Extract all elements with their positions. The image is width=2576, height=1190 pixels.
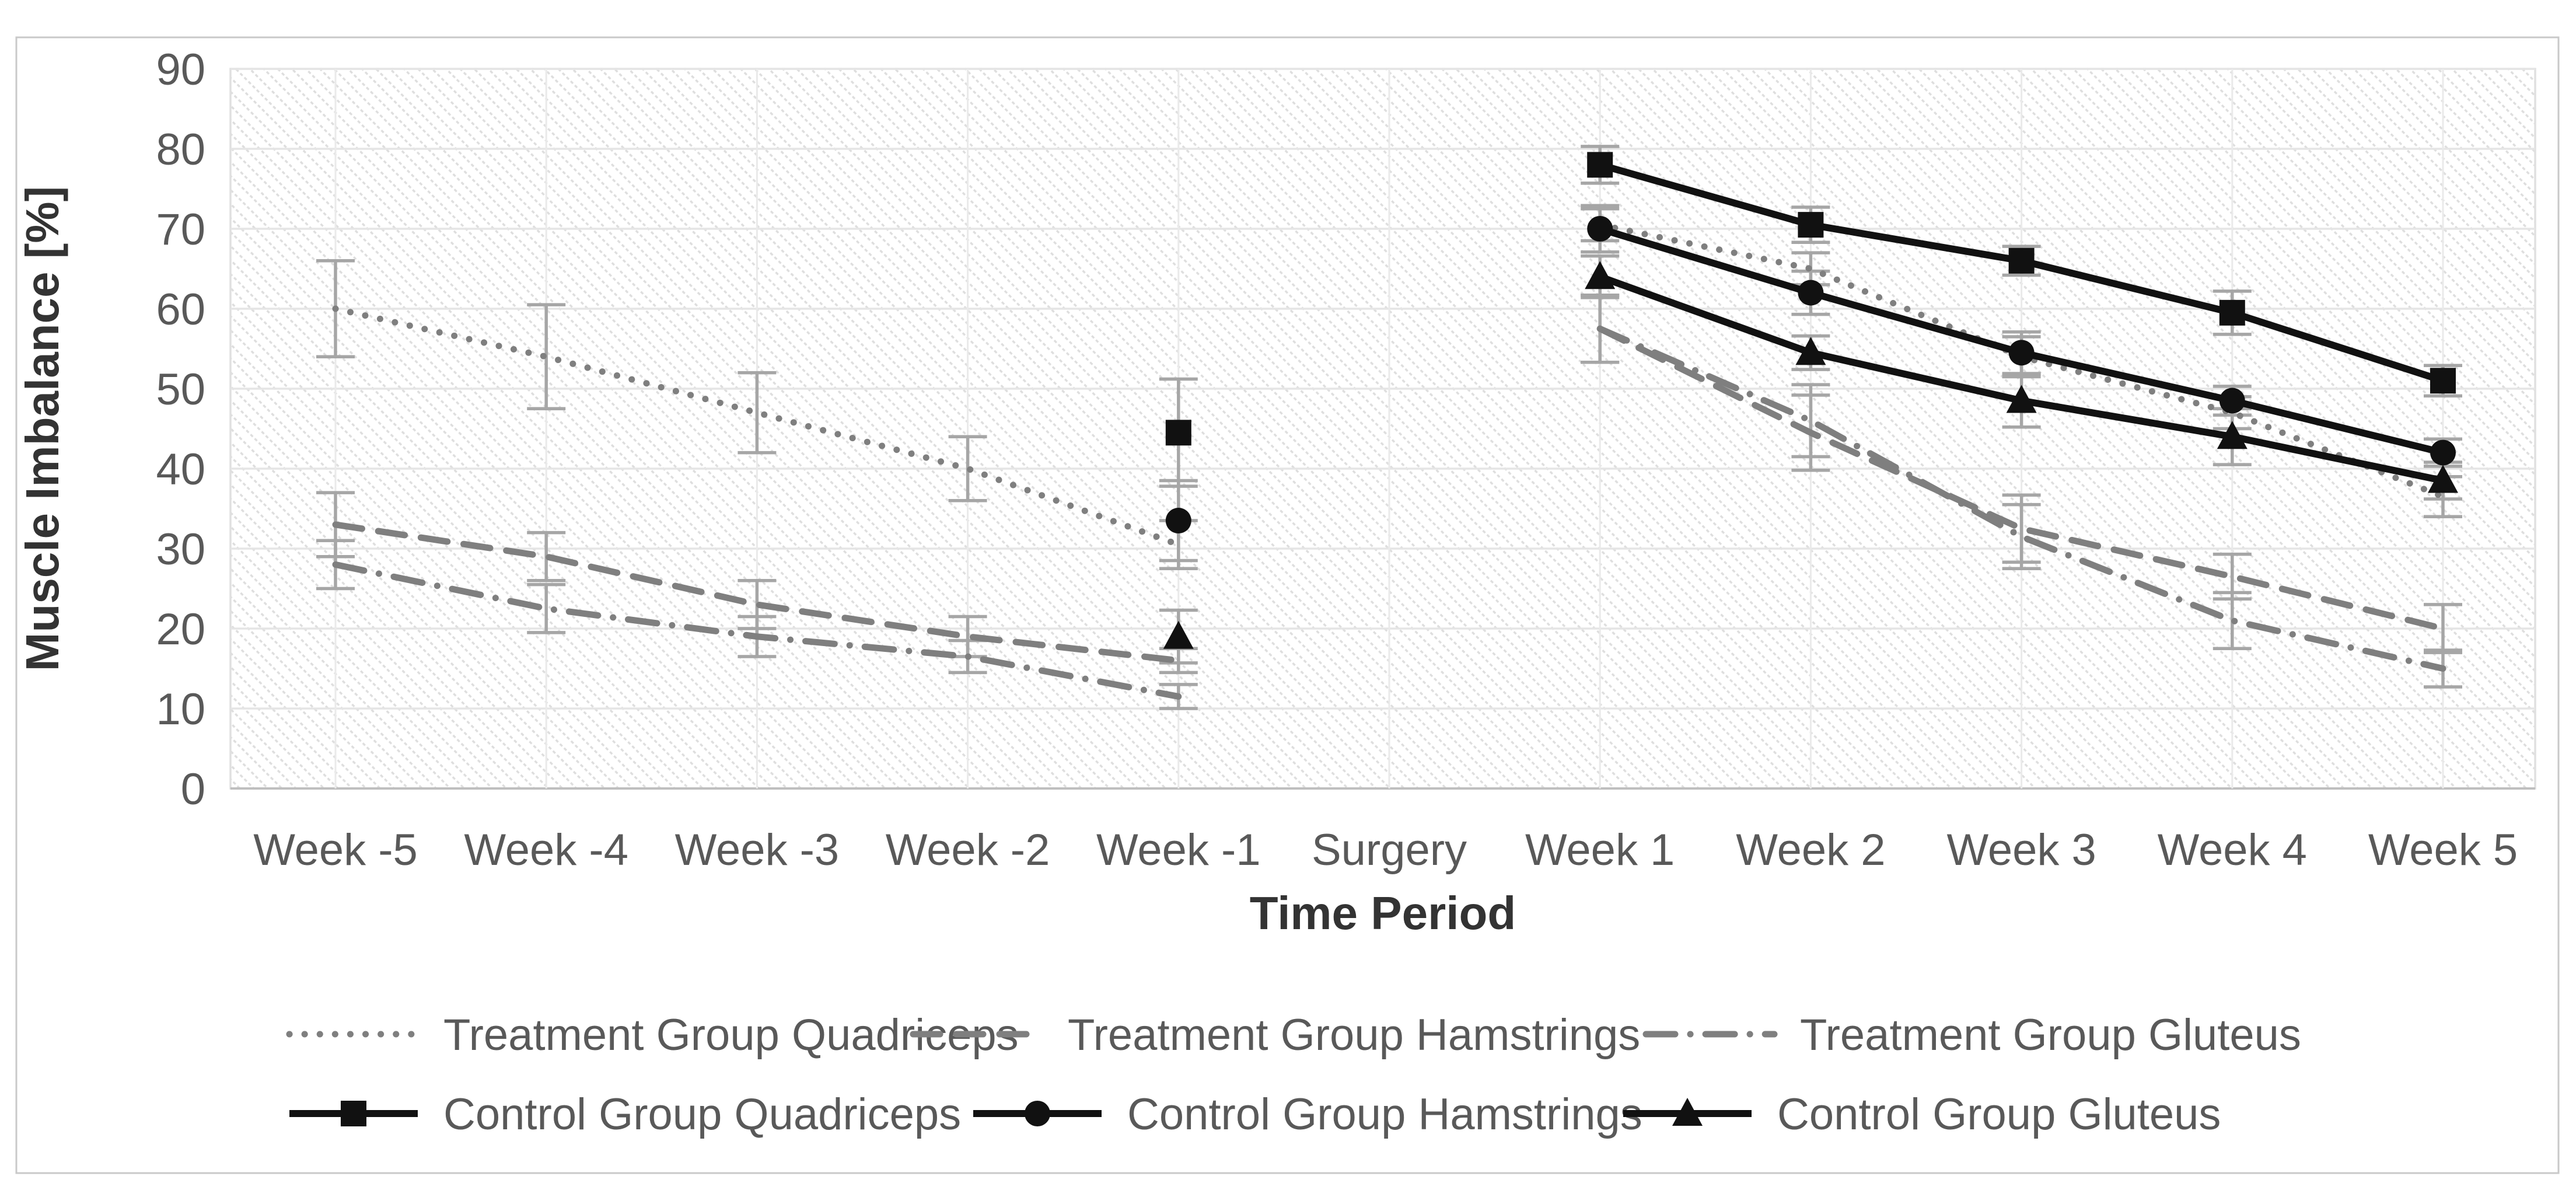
legend-label: Control Group Hamstrings — [1127, 1090, 1642, 1139]
x-axis-ticks: Week -5 Week -4 Week -3 Week -2 Week -1 Surge… — [253, 825, 2518, 875]
legend-item: Control Group Quadriceps — [289, 1090, 961, 1139]
y-tick-label: 90 — [156, 45, 205, 95]
legend-label: Treatment Group Hamstrings — [1068, 1010, 1640, 1060]
x-tick-label: Week -1 — [1096, 825, 1261, 875]
legend: Treatment Group Quadriceps Treatment Grou… — [286, 1010, 2301, 1139]
legend-label: Control Group Gluteus — [1777, 1090, 2221, 1139]
y-tick-label: 20 — [156, 605, 205, 654]
plot-area — [229, 68, 2536, 790]
y-axis-ticks: 90 80 70 60 50 40 30 20 10 0 — [156, 45, 205, 814]
x-tick-label: Week -2 — [886, 825, 1050, 875]
y-tick-label: 70 — [156, 205, 205, 254]
x-tick-label: Week 1 — [1525, 825, 1675, 875]
y-tick-label: 80 — [156, 125, 205, 175]
legend-item: Treatment Group Gluteus — [1642, 1010, 2301, 1060]
y-axis-title: Muscle Imbalance [%] — [16, 186, 68, 671]
legend-item: Control Group Gluteus — [1623, 1090, 2221, 1139]
legend-label: Treatment Group Gluteus — [1800, 1010, 2301, 1060]
y-tick-label: 50 — [156, 365, 205, 414]
x-tick-label: Week 5 — [2368, 825, 2518, 875]
y-tick-label: 10 — [156, 685, 205, 734]
legend-item: Treatment Group Quadriceps — [286, 1010, 1019, 1060]
y-tick-label: 40 — [156, 445, 205, 494]
x-tick-label: Week -3 — [675, 825, 840, 875]
x-tick-label: Week -4 — [464, 825, 628, 875]
x-tick-label: Week 4 — [2158, 825, 2307, 875]
x-axis-title: Time Period — [1250, 887, 1516, 939]
legend-label: Control Group Quadriceps — [443, 1090, 961, 1139]
y-tick-label: 30 — [156, 525, 205, 574]
x-tick-label: Week 3 — [1946, 825, 2096, 875]
y-tick-label: 0 — [181, 765, 205, 814]
x-tick-label: Week 2 — [1736, 825, 1885, 875]
x-tick-label: Week -5 — [253, 825, 418, 875]
y-tick-label: 60 — [156, 285, 205, 334]
legend-item: Treatment Group Hamstrings — [910, 1010, 1640, 1060]
legend-item: Control Group Hamstrings — [973, 1090, 1642, 1139]
series-line-2 — [332, 325, 2446, 700]
x-tick-label: Surgery — [1312, 825, 1467, 875]
series-markers — [1163, 152, 2458, 649]
figure-border — [15, 36, 2560, 1174]
series-line-1 — [332, 325, 2446, 664]
